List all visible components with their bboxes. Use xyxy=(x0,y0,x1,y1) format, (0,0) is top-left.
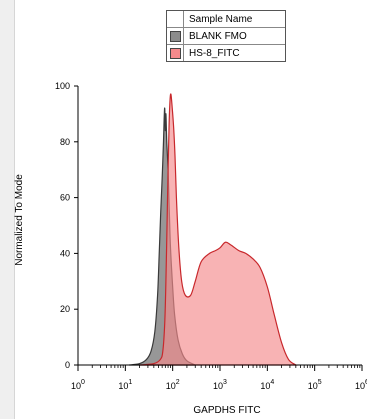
series-layer xyxy=(129,93,298,366)
legend-swatch-cell xyxy=(167,28,184,44)
y-tick-label: 80 xyxy=(60,137,70,147)
legend-swatch xyxy=(169,47,181,59)
axes-layer: 0 20 40 60 80 100 100 101 102 103 104 105 106 xyxy=(55,81,367,391)
legend: Sample Name BLANK FMO HS-8_FITC xyxy=(166,10,286,62)
legend-header-row: Sample Name xyxy=(167,11,285,27)
y-tick-label: 100 xyxy=(55,81,70,91)
legend-label: HS-8_FITC xyxy=(189,47,240,59)
legend-entry: BLANK FMO xyxy=(167,27,285,44)
y-tick-label: 60 xyxy=(60,193,70,203)
y-axis-label: Normalized To Mode xyxy=(14,174,25,266)
x-tick-label: 101 xyxy=(118,379,132,391)
x-tick-label: 103 xyxy=(213,379,227,391)
series-area-hs-8-fitc xyxy=(139,93,298,366)
legend-label: BLANK FMO xyxy=(189,30,247,42)
x-tick-label: 105 xyxy=(308,379,322,391)
y-tick-label: 40 xyxy=(60,248,70,258)
x-tick-label: 100 xyxy=(71,379,85,391)
y-tick-label: 20 xyxy=(60,304,70,314)
x-tick-label: 102 xyxy=(166,379,180,391)
window-frame-left xyxy=(0,0,15,419)
x-axis-label: GAPDHS FITC xyxy=(193,405,260,416)
legend-swatch-cell xyxy=(167,45,184,61)
legend-entry: HS-8_FITC xyxy=(167,44,285,61)
x-tick-label: 106 xyxy=(355,379,367,391)
legend-header-blank-cell xyxy=(167,11,184,27)
x-tick-label: 104 xyxy=(260,379,274,391)
legend-title: Sample Name xyxy=(189,13,253,25)
legend-swatch xyxy=(169,30,181,42)
y-tick-label: 0 xyxy=(65,360,70,370)
